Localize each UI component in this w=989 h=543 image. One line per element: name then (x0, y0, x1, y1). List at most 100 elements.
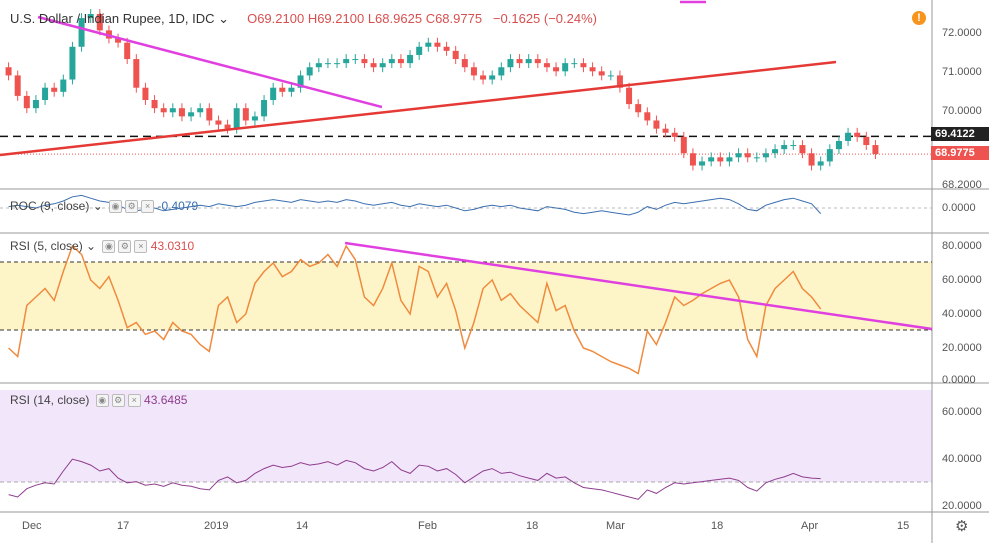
rsi5-band (0, 262, 932, 330)
close-icon[interactable]: × (127, 394, 141, 408)
chevron-down-icon[interactable]: ⌄ (92, 199, 103, 213)
gear-icon[interactable]: ⚙ (118, 240, 132, 254)
settings-gear-icon[interactable]: ⚙ (955, 518, 969, 535)
candle-body (178, 108, 185, 117)
roc-legend[interactable]: ROC (9, close) ⌄ ◉ ⚙ × -0.4079 (10, 199, 198, 214)
gear-icon[interactable]: ⚙ (125, 200, 139, 214)
candle-body (169, 108, 176, 113)
trendline-down (37, 15, 383, 109)
candle-body (717, 157, 724, 162)
rsi5-legend[interactable]: RSI (5, close) ⌄ ◉ ⚙ × 43.0310 (10, 239, 195, 254)
candle-body (653, 120, 660, 129)
rsi5-tick: 60.0000 (942, 274, 982, 286)
candle-body (525, 59, 532, 64)
time-tick: 14 (296, 520, 309, 532)
candle-body (315, 63, 322, 68)
candle-body (507, 59, 514, 68)
time-tick: 2019 (204, 520, 229, 532)
candle-body (571, 63, 578, 65)
candle-body (60, 79, 67, 92)
rsi14-band (0, 390, 932, 482)
candle-body (835, 140, 842, 150)
candle-body (543, 63, 550, 68)
warning-icon[interactable]: ! (912, 11, 926, 25)
close-icon[interactable]: × (141, 200, 155, 214)
candle-body (671, 132, 678, 137)
candle-body (753, 157, 760, 159)
close-icon[interactable]: × (134, 240, 148, 254)
time-tick: Feb (418, 520, 437, 532)
candle-body (379, 63, 386, 68)
rsi14-value: 43.6485 (144, 393, 188, 407)
candle-body (516, 59, 523, 64)
rsi14-tick: 40.0000 (942, 453, 982, 465)
candle-body (261, 100, 268, 117)
candle-body (689, 153, 696, 166)
candle-body (817, 161, 824, 166)
candle-body (799, 145, 806, 154)
chevron-down-icon[interactable]: ⌄ (86, 239, 97, 253)
candle-body (87, 14, 94, 19)
ohlc-close: C68.9775 (425, 11, 483, 26)
rsi5-value: 43.0310 (150, 239, 195, 253)
symbol-title[interactable]: U.S. Dollar / Indian Rupee, 1D, IDC (10, 11, 215, 26)
candle-body (626, 87, 633, 105)
candle-body (744, 153, 751, 158)
candle-body (580, 63, 587, 68)
candle-body (352, 59, 359, 61)
candle-body (32, 100, 39, 109)
candle-body (863, 136, 870, 146)
rsi14-line (8, 458, 821, 500)
ohlc-open: O69.2100 (247, 11, 305, 26)
rsi14-tick: 60.0000 (942, 406, 982, 418)
eye-icon[interactable]: ◉ (102, 240, 116, 254)
candle-body (598, 71, 605, 76)
candle-body (845, 132, 852, 141)
candle-body (224, 124, 231, 129)
candle-body (872, 145, 879, 155)
candle-body (334, 63, 341, 65)
price-tick: 72.0000 (942, 27, 982, 39)
chevron-down-icon[interactable]: ⌄ (218, 11, 230, 26)
candle-body (534, 59, 541, 64)
candle-body (489, 75, 496, 80)
candle-body (124, 42, 131, 60)
candle-body (69, 46, 76, 80)
candle-body (854, 132, 861, 137)
candle-body (206, 108, 213, 121)
rsi14-label: RSI (14, close) (10, 393, 90, 407)
candle-body (708, 157, 715, 162)
candle-body (388, 59, 395, 64)
candle-body (197, 108, 204, 113)
candle-body (443, 46, 450, 51)
price-tick: 68.2000 (942, 179, 982, 191)
eye-icon[interactable]: ◉ (95, 394, 109, 408)
candle-body (361, 59, 368, 64)
candle-body (188, 112, 195, 117)
candle-body (434, 42, 441, 47)
candle-body (808, 153, 815, 166)
symbol-header[interactable]: U.S. Dollar / Indian Rupee, 1D, IDC ⌄ O6… (10, 11, 597, 27)
time-tick: Apr (801, 520, 819, 532)
candle-body (51, 87, 58, 92)
time-tick: 18 (711, 520, 724, 532)
time-tick: 15 (897, 520, 910, 532)
rsi14-tick: 20.0000 (942, 500, 982, 512)
candle-body (78, 18, 85, 47)
candle-body (644, 112, 651, 121)
gear-icon[interactable]: ⚙ (111, 394, 125, 408)
rsi14-legend[interactable]: RSI (14, close) ◉ ⚙ × 43.6485 (10, 393, 188, 408)
price-tick: 71.0000 (942, 66, 982, 78)
candle-body (151, 100, 158, 109)
candle-body (142, 87, 149, 100)
eye-icon[interactable]: ◉ (109, 200, 123, 214)
rsi5-tick: 40.0000 (942, 308, 982, 320)
rsi5-trendline (344, 241, 933, 331)
rsi5-label: RSI (5, close) (10, 239, 83, 253)
candle-body (5, 67, 12, 76)
candle-body (781, 145, 788, 150)
candle-body (480, 75, 487, 80)
candle-body (42, 87, 49, 100)
ohlc-low: L68.9625 (367, 11, 423, 26)
